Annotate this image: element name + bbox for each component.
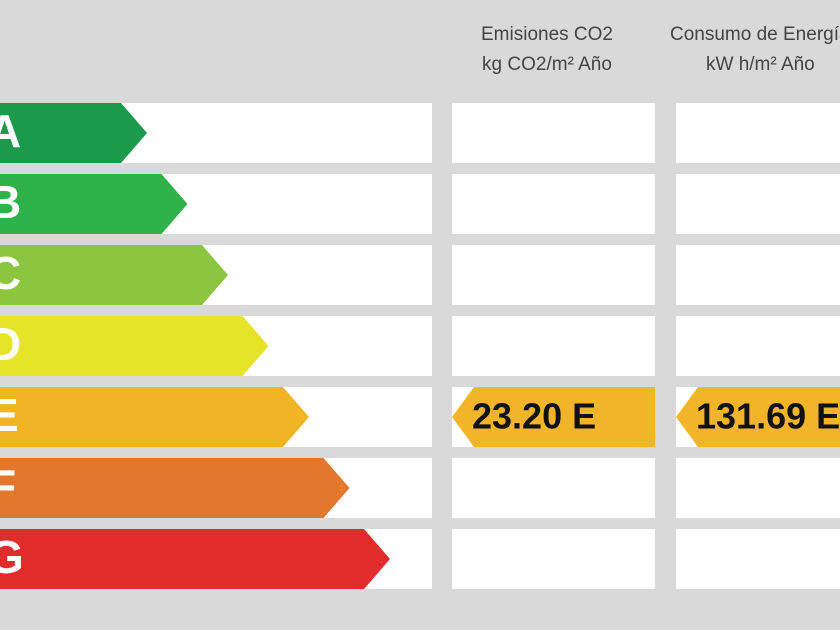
rating-arrow bbox=[0, 529, 390, 589]
rating-arrow bbox=[0, 103, 147, 163]
rating-arrow bbox=[0, 387, 309, 447]
cell bbox=[676, 245, 840, 305]
cell bbox=[676, 174, 840, 234]
indicator-value: 131.69 E bbox=[696, 396, 840, 437]
cell bbox=[676, 103, 840, 163]
cell bbox=[452, 245, 655, 305]
indicator-arrow bbox=[676, 387, 840, 447]
cell bbox=[452, 529, 655, 589]
cell bbox=[452, 458, 655, 518]
column-unit: kg CO2/m² Año bbox=[482, 54, 612, 75]
cell bbox=[676, 458, 840, 518]
rating-letter: E bbox=[0, 389, 19, 441]
rating-letter: B bbox=[0, 176, 21, 228]
cell bbox=[676, 316, 840, 376]
indicator-arrow bbox=[452, 387, 655, 447]
cell bbox=[676, 529, 840, 589]
column-unit: kW h/m² Año bbox=[706, 54, 815, 75]
cell bbox=[452, 103, 655, 163]
rating-letter: G bbox=[0, 531, 24, 583]
rating-arrow bbox=[0, 458, 350, 518]
rating-letter: C bbox=[0, 247, 21, 299]
column-title: Emisiones CO2 bbox=[481, 24, 613, 45]
rating-arrow bbox=[0, 316, 269, 376]
cell bbox=[452, 316, 655, 376]
cell bbox=[452, 174, 655, 234]
rating-arrow bbox=[0, 245, 228, 305]
rating-arrow bbox=[0, 174, 188, 234]
rating-letter: A bbox=[0, 105, 21, 157]
rating-letter: F bbox=[0, 460, 16, 512]
column-title: Consumo de Energía bbox=[670, 24, 840, 45]
indicator-value: 23.20 E bbox=[472, 396, 596, 437]
rating-letter: D bbox=[0, 318, 21, 370]
